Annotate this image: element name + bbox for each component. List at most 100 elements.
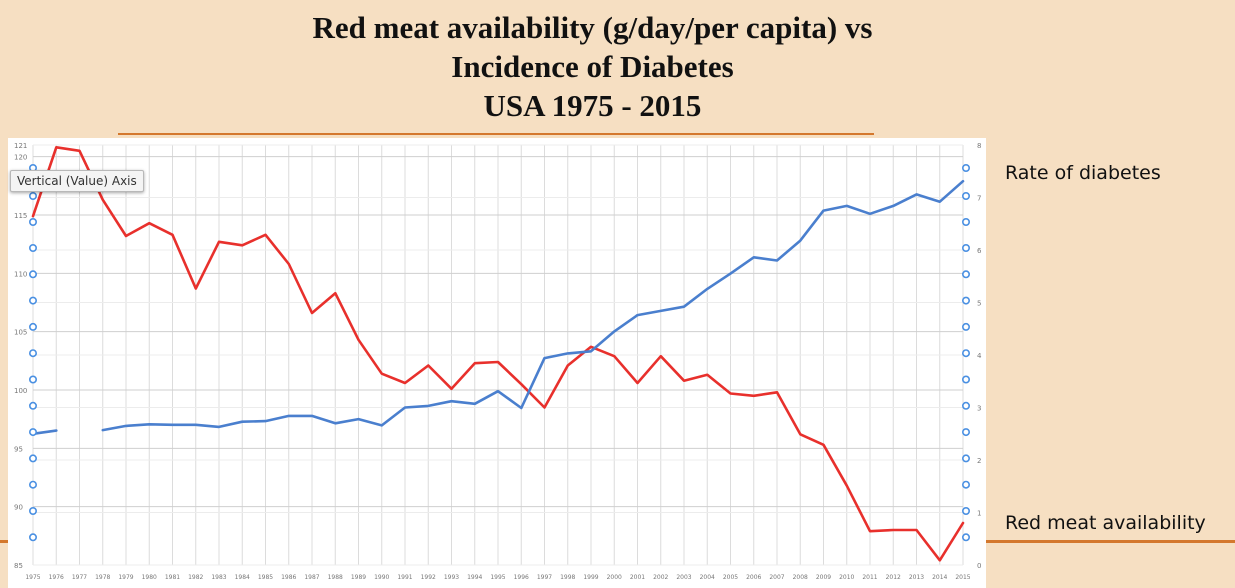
x-tick-label: 1983 (211, 574, 226, 581)
x-tick-label: 2010 (839, 574, 854, 581)
right-axis-handle-7 (961, 349, 970, 358)
x-tick-label: 1988 (328, 574, 343, 581)
x-tick-label: 2009 (816, 574, 831, 581)
right-axis-tick-labels: 0 1 2 3 4 5 6 7 8 (977, 142, 982, 570)
axis-selection-handles (28, 164, 970, 542)
left-axis-handle-5 (28, 296, 37, 305)
x-tick-label: 1995 (490, 574, 505, 581)
x-tick-label: 1985 (258, 574, 273, 581)
left-axis-handle-4 (28, 270, 37, 279)
title-underline (118, 133, 874, 135)
right-axis-handle-4 (961, 270, 970, 279)
left-axis-handle-1 (28, 192, 37, 201)
right-tick-label: 5 (977, 300, 981, 308)
left-axis-handle-8 (28, 375, 37, 384)
x-tick-label: 2012 (886, 574, 901, 581)
series-lines (31, 146, 965, 562)
x-tick-label: 2008 (793, 574, 808, 581)
x-tick-label: 1980 (142, 574, 157, 581)
right-axis-handle-0 (961, 164, 970, 173)
right-tick-label: 2 (977, 457, 981, 465)
x-tick-label: 1979 (118, 574, 133, 581)
x-tick-label: 1994 (467, 574, 482, 581)
right-axis-handle-12 (961, 480, 970, 489)
left-tick-label: 85 (14, 562, 23, 570)
right-axis-handle-1 (961, 192, 970, 201)
x-tick-label: 1989 (351, 574, 366, 581)
right-axis-handle-3 (961, 244, 970, 253)
right-axis-handle-5 (961, 296, 970, 305)
x-tick-label: 1987 (304, 574, 319, 581)
left-axis-handle-13 (28, 506, 37, 515)
right-tick-label: 6 (977, 247, 982, 255)
left-axis-handle-14 (28, 533, 37, 542)
left-axis-handle-3 (28, 244, 37, 253)
x-tick-label: 2002 (653, 574, 668, 581)
red-meat-line-segment-0 (31, 146, 965, 562)
left-tick-label: 100 (14, 387, 27, 395)
x-tick-label: 2006 (746, 574, 761, 581)
red-meat-label: Red meat availability (1005, 512, 1206, 534)
x-tick-label: 1998 (560, 574, 575, 581)
title-line-1: Red meat availability (g/day/per capita)… (312, 10, 873, 45)
x-tick-label: 1986 (281, 574, 296, 581)
x-axis-tick-labels: 1975 1976 1977 1978 1979 1980 1981 1982 1983 1984… (25, 574, 970, 581)
right-axis-handle-2 (961, 218, 970, 227)
x-tick-label: 1984 (235, 574, 250, 581)
right-tick-label: 0 (977, 562, 981, 570)
left-tick-label: 95 (14, 445, 23, 453)
x-tick-label: 1992 (421, 574, 436, 581)
right-tick-label: 7 (977, 195, 981, 203)
title-line-2: Incidence of Diabetes (451, 49, 734, 84)
left-axis-tick-labels: 85 90 95 100 105 110 115 120 121 (14, 142, 27, 570)
right-tick-label: 3 (977, 405, 981, 413)
x-tick-label: 2001 (630, 574, 645, 581)
x-tick-label: 2007 (769, 574, 784, 581)
x-tick-label: 1991 (397, 574, 412, 581)
left-axis-handle-2 (28, 218, 37, 227)
right-axis-handle-9 (961, 401, 970, 410)
left-axis-handle-6 (28, 322, 37, 331)
right-tick-label: 4 (977, 352, 982, 360)
axis-tooltip: Vertical (Value) Axis (10, 170, 144, 192)
x-tick-label: 1975 (25, 574, 40, 581)
x-tick-label: 1993 (444, 574, 459, 581)
bottom-rule-right (986, 540, 1235, 543)
right-axis-handle-8 (961, 375, 970, 384)
left-tick-label: 120 (14, 154, 27, 162)
x-tick-label: 2011 (862, 574, 877, 581)
x-tick-label: 1976 (49, 574, 64, 581)
left-tick-label: 115 (14, 212, 27, 220)
x-tick-label: 2005 (723, 574, 738, 581)
diabetes-rate-line-segment-0 (31, 429, 58, 436)
left-tick-label: 110 (14, 270, 27, 278)
x-tick-label: 1997 (537, 574, 552, 581)
x-tick-label: 1978 (95, 574, 110, 581)
x-tick-label: 2004 (700, 574, 715, 581)
left-tick-label: 90 (14, 504, 23, 512)
x-tick-label: 1981 (165, 574, 180, 581)
x-tick-label: 2015 (955, 574, 970, 581)
left-axis-handle-9 (28, 401, 37, 410)
left-axis-handle-10 (28, 428, 37, 437)
right-axis-handle-14 (961, 533, 970, 542)
slide-title: Red meat availability (g/day/per capita)… (0, 8, 1185, 125)
right-tick-label: 1 (977, 510, 981, 518)
x-tick-label: 2013 (909, 574, 924, 581)
left-axis-handle-12 (28, 480, 37, 489)
x-tick-label: 1990 (374, 574, 389, 581)
bottom-rule-left (0, 540, 8, 543)
left-axis-handle-7 (28, 349, 37, 358)
x-tick-label: 1977 (72, 574, 87, 581)
x-tick-label: 1982 (188, 574, 203, 581)
right-axis-handle-10 (961, 428, 970, 437)
right-axis-handle-6 (961, 322, 970, 331)
right-tick-label: 8 (977, 142, 981, 150)
left-tick-label: 105 (14, 329, 27, 337)
rate-of-diabetes-label: Rate of diabetes (1005, 162, 1161, 184)
x-tick-label: 2000 (607, 574, 622, 581)
x-tick-label: 2003 (676, 574, 691, 581)
grid-lines (32, 144, 964, 566)
x-tick-label: 1999 (583, 574, 598, 581)
